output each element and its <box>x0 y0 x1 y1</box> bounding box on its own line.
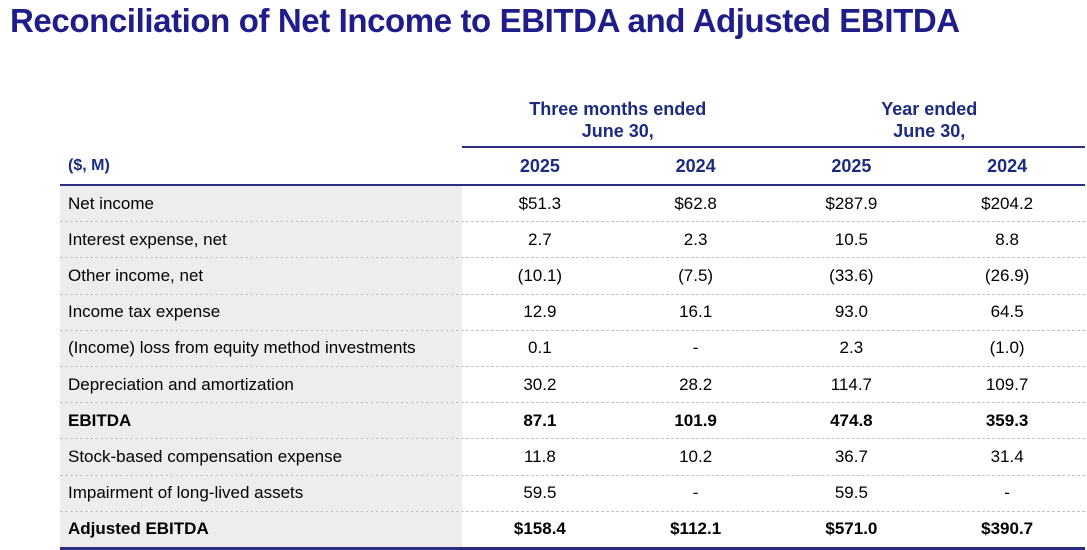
table-row: Adjusted EBITDA $158.4 $112.1 $571.0 $390.7 <box>60 511 1085 547</box>
cell-value: 36.7 <box>834 446 868 466</box>
table-row: Income tax expense 12.9 16.1 93.0 64.5 <box>60 294 1085 331</box>
cell-value: $62.8 <box>674 193 717 213</box>
cell-value: 11.8 <box>523 446 556 466</box>
cell-value: 2.3 <box>683 229 708 249</box>
cell-value: 2.3 <box>839 338 864 358</box>
row-label: Stock-based compensation expense <box>60 439 462 475</box>
cell-value: 31.4 <box>990 446 1024 466</box>
cell-value: 10.5 <box>834 229 868 249</box>
table-row: Depreciation and amortization 30.2 28.2 114… <box>60 366 1085 404</box>
row-label: Net income <box>60 186 462 222</box>
cell-value: 10.2 <box>679 446 713 466</box>
cell-value: 8.8 <box>995 229 1019 249</box>
year-header-yr-2025: 2025 <box>831 155 872 176</box>
cell-value: (26.9) <box>984 265 1030 285</box>
group-label-line1: Three months ended <box>529 99 707 119</box>
year-header-3mo-2025: 2025 <box>519 155 560 176</box>
table-row: Net income $51.3 $62.8 $287.9 $204.2 <box>60 186 1085 223</box>
cell-value: 2.7 <box>528 229 552 249</box>
cell-value: - <box>1004 483 1010 503</box>
cell-value: $571.0 <box>825 519 878 539</box>
cell-value: 30.2 <box>523 374 557 394</box>
row-label: Impairment of long-lived assets <box>60 475 462 511</box>
cell-value: 474.8 <box>830 410 873 430</box>
cell-value: 101.9 <box>674 410 717 430</box>
cell-value: 59.5 <box>523 483 557 503</box>
row-label: Interest expense, net <box>60 222 462 258</box>
group-label-line2: June 30, <box>893 121 966 141</box>
cell-value: - <box>692 338 699 358</box>
row-label: Adjusted EBITDA <box>60 511 462 547</box>
row-label: Income tax expense <box>60 294 462 330</box>
table-row: Interest expense, net 2.7 2.3 10.5 8.8 <box>60 222 1085 259</box>
group-label-line2: June 30, <box>581 121 654 141</box>
cell-value: (33.6) <box>829 265 874 285</box>
year-header-3mo-2024: 2024 <box>675 155 716 176</box>
cell-value: $390.7 <box>981 519 1034 539</box>
group-label-line1: Year ended <box>881 99 978 119</box>
table-row: Other income, net (10.1) (7.5) (33.6) (26.9) <box>60 258 1085 295</box>
cell-value: (10.1) <box>517 265 563 285</box>
table-row: (Income) loss from equity method investm… <box>60 330 1085 367</box>
cell-value: 93.0 <box>834 302 868 322</box>
row-label: (Income) loss from equity method investm… <box>60 330 462 366</box>
cell-value: (7.5) <box>678 265 714 285</box>
cell-value: 59.5 <box>834 483 868 503</box>
table-row: Impairment of long-lived assets 59.5 - 59.5… <box>60 475 1085 512</box>
cell-value: $112.1 <box>670 519 722 539</box>
table-row: Stock-based compensation expense 11.8 10.2… <box>60 439 1085 476</box>
cell-value: $51.3 <box>518 193 562 213</box>
cell-value: 0.1 <box>528 338 552 358</box>
cell-value: 16.1 <box>679 302 713 322</box>
cell-value: 12.9 <box>523 302 557 322</box>
reconciliation-table: Three months ended June 30, Year ended J… <box>60 98 1085 550</box>
cell-value: 64.5 <box>990 302 1024 322</box>
year-header-yr-2024: 2024 <box>987 155 1028 176</box>
column-group-year: Year ended June 30, <box>773 98 1085 148</box>
row-label: Depreciation and amortization <box>60 366 462 403</box>
table-group-header-row: Three months ended June 30, Year ended J… <box>60 98 1085 148</box>
cell-value: 114.7 <box>830 374 873 394</box>
group-header-spacer <box>60 98 462 148</box>
cell-value: (1.0) <box>989 338 1025 358</box>
cell-value: $204.2 <box>981 193 1034 213</box>
cell-value: $158.4 <box>513 519 566 539</box>
column-group-three-months: Three months ended June 30, <box>462 98 774 148</box>
cell-value: 87.1 <box>523 410 557 430</box>
row-label: EBITDA <box>60 403 462 439</box>
cell-value: $287.9 <box>825 193 878 213</box>
cell-value: 359.3 <box>985 410 1029 430</box>
unit-label: ($, M) <box>68 157 110 174</box>
table-year-header-row: ($, M) 2025 2024 2025 2024 <box>60 148 1085 186</box>
row-label: Other income, net <box>60 258 462 294</box>
table-row: EBITDA 87.1 101.9 474.8 359.3 <box>60 403 1085 440</box>
cell-value: 109.7 <box>985 374 1029 394</box>
page-title: Reconciliation of Net Income to EBITDA a… <box>10 2 960 39</box>
cell-value: - <box>692 483 699 503</box>
cell-value: 28.2 <box>679 374 713 394</box>
table-body: Net income $51.3 $62.8 $287.9 $204.2 Interest… <box>60 186 1085 550</box>
